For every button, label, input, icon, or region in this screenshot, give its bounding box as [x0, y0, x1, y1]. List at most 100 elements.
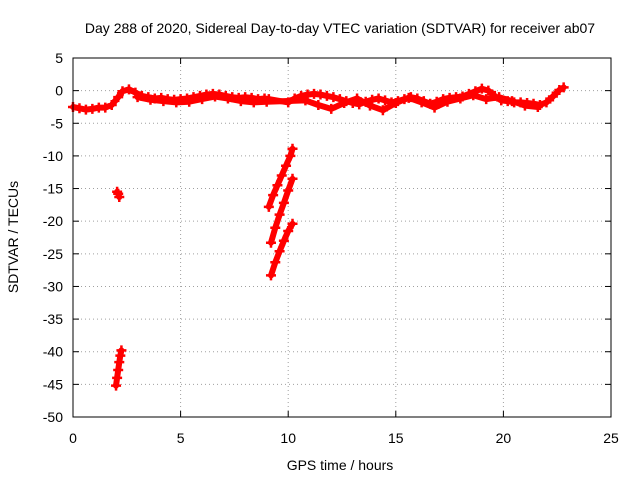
data-point — [265, 270, 276, 281]
data-point — [274, 246, 285, 257]
data-point — [326, 103, 337, 114]
data-point — [321, 90, 332, 101]
data-point — [455, 93, 466, 104]
data-point — [222, 93, 233, 104]
data-point — [74, 103, 85, 114]
y-axis-title: SDTVAR / TECUs — [5, 181, 21, 293]
data-point — [210, 91, 221, 102]
y-tick-label: 5 — [55, 50, 63, 66]
data-point — [300, 95, 311, 106]
series-2 — [112, 186, 125, 203]
series-1 — [132, 90, 543, 116]
data-point — [278, 235, 289, 246]
data-point — [268, 190, 279, 201]
data-point — [468, 90, 479, 101]
marks-layer — [68, 82, 569, 391]
data-point — [403, 92, 414, 103]
y-tick-label: -15 — [43, 181, 63, 197]
data-point — [287, 218, 298, 229]
data-point — [278, 197, 289, 208]
data-point — [197, 94, 208, 105]
data-point — [481, 94, 492, 105]
series-6 — [265, 218, 298, 281]
data-point — [145, 94, 156, 105]
grid-layer — [73, 58, 611, 417]
data-point — [283, 225, 294, 236]
data-point — [339, 98, 350, 109]
data-point — [558, 82, 569, 93]
x-tick-label: 15 — [388, 430, 404, 446]
y-tick-label: -40 — [43, 344, 63, 360]
y-tick-label: -10 — [43, 148, 63, 164]
data-point — [416, 97, 427, 108]
data-point — [287, 173, 298, 184]
data-point — [519, 100, 530, 111]
y-tick-label: -20 — [43, 213, 63, 229]
data-point — [263, 201, 274, 212]
y-tick-label: -45 — [43, 376, 63, 392]
data-point — [114, 192, 125, 203]
data-point — [184, 96, 195, 107]
chart-title: Day 288 of 2020, Sidereal Day-to-day VTE… — [85, 20, 595, 36]
x-axis-title: GPS time / hours — [287, 457, 394, 473]
x-tick-label: 20 — [496, 430, 512, 446]
data-point — [158, 96, 169, 107]
data-point — [367, 94, 378, 105]
data-point — [483, 85, 494, 96]
series-3 — [111, 345, 127, 391]
data-point — [494, 92, 505, 103]
y-tick-label: -5 — [51, 115, 64, 131]
x-tick-label: 10 — [280, 430, 296, 446]
data-point — [390, 98, 401, 109]
data-point — [364, 100, 375, 111]
data-point — [270, 222, 281, 233]
data-point — [285, 150, 296, 161]
data-point — [328, 92, 339, 103]
x-tick-label: 0 — [69, 430, 77, 446]
data-point — [117, 86, 128, 97]
data-point — [100, 102, 111, 113]
data-point — [281, 160, 292, 171]
data-point — [507, 96, 518, 107]
data-point — [315, 89, 326, 100]
x-tick-label: 25 — [603, 430, 619, 446]
y-tick-label: -25 — [43, 246, 63, 262]
data-point — [113, 92, 124, 103]
x-tick-label: 5 — [177, 430, 185, 446]
data-point — [276, 170, 287, 181]
data-point — [132, 92, 143, 103]
data-point — [287, 143, 298, 154]
data-point — [270, 257, 281, 268]
data-point — [442, 96, 453, 107]
y-tick-label: 0 — [55, 83, 63, 99]
data-point — [429, 102, 440, 113]
data-point — [377, 105, 388, 116]
data-point — [380, 95, 391, 106]
data-point — [274, 209, 285, 220]
y-tick-label: -30 — [43, 278, 63, 294]
data-point — [541, 97, 552, 108]
y-tick-label: -35 — [43, 311, 63, 327]
data-point — [123, 84, 134, 95]
data-point — [532, 101, 543, 112]
data-point — [352, 93, 363, 104]
data-point — [116, 345, 127, 356]
data-point — [106, 99, 117, 110]
series-4 — [263, 143, 298, 212]
data-point — [87, 103, 98, 114]
ticks-layer: 0 5 10 15 20 25 5 0 -5 -10 -15 -20 -25 -30 -35 -40 -45 -5… — [43, 50, 619, 446]
data-point — [476, 83, 487, 94]
plot-frame — [72, 57, 612, 418]
data-point — [171, 97, 182, 108]
data-point — [235, 96, 246, 107]
data-point — [373, 93, 384, 104]
data-point — [272, 180, 283, 191]
data-point — [265, 237, 276, 248]
data-point — [261, 96, 272, 107]
data-point — [283, 185, 294, 196]
data-point — [248, 97, 259, 108]
series-5 — [265, 173, 298, 248]
y-tick-label: -50 — [43, 409, 63, 425]
data-point — [547, 91, 558, 102]
